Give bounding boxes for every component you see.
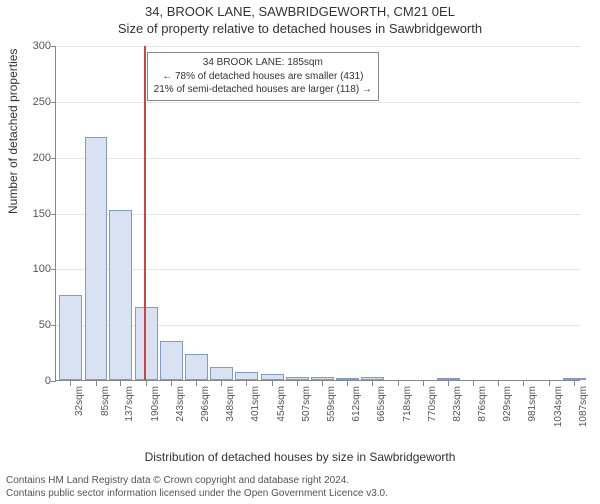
xtick-mark	[96, 381, 97, 386]
xtick-label: 823sqm	[452, 386, 463, 446]
histogram-bar	[59, 295, 82, 380]
histogram-bar	[85, 137, 108, 380]
xtick-mark	[246, 381, 247, 386]
xtick-mark	[423, 381, 424, 386]
xtick-label: 507sqm	[301, 386, 312, 446]
histogram-bar	[235, 372, 258, 380]
xtick-label: 1087sqm	[578, 386, 589, 446]
page-title: 34, BROOK LANE, SAWBRIDGEWORTH, CM21 0EL	[0, 4, 600, 19]
xtick-mark	[146, 381, 147, 386]
xtick-mark	[322, 381, 323, 386]
histogram-bar	[311, 377, 334, 380]
info-box-line: 21% of semi-detached houses are larger (…	[154, 83, 372, 97]
xtick-label: 981sqm	[527, 386, 538, 446]
ytick-label: 0	[18, 375, 51, 387]
histogram-bar	[261, 374, 284, 380]
xtick-label: 559sqm	[326, 386, 337, 446]
xtick-mark	[498, 381, 499, 386]
ytick-label: 250	[18, 96, 51, 108]
ytick-label: 150	[18, 208, 51, 220]
y-axis-label: Number of detached properties	[6, 49, 20, 214]
xtick-label: 454sqm	[276, 386, 287, 446]
xtick-mark	[171, 381, 172, 386]
histogram-bar	[437, 378, 460, 380]
xtick-label: 718sqm	[402, 386, 413, 446]
xtick-mark	[70, 381, 71, 386]
page-subtitle: Size of property relative to detached ho…	[0, 21, 600, 36]
xtick-label: 190sqm	[150, 386, 161, 446]
xtick-mark	[196, 381, 197, 386]
xtick-label: 876sqm	[477, 386, 488, 446]
xtick-mark	[523, 381, 524, 386]
plot-area: 05010015020025030034 BROOK LANE: 185sqm←…	[55, 46, 580, 381]
ytick-mark	[51, 158, 56, 159]
xtick-label: 929sqm	[502, 386, 513, 446]
xtick-mark	[272, 381, 273, 386]
ytick-label: 200	[18, 152, 51, 164]
xtick-mark	[372, 381, 373, 386]
xtick-mark	[448, 381, 449, 386]
histogram-bar	[109, 210, 132, 380]
ytick-mark	[51, 46, 56, 47]
xtick-mark	[473, 381, 474, 386]
xtick-label: 348sqm	[225, 386, 236, 446]
histogram-bar	[210, 367, 233, 380]
histogram-bar	[185, 354, 208, 380]
xtick-mark	[347, 381, 348, 386]
x-axis-label: Distribution of detached houses by size …	[0, 450, 600, 464]
histogram-bar	[286, 377, 309, 380]
xtick-mark	[549, 381, 550, 386]
ytick-mark	[51, 269, 56, 270]
info-box-line: ← 78% of detached houses are smaller (43…	[154, 70, 372, 84]
xtick-label: 401sqm	[250, 386, 261, 446]
xtick-label: 243sqm	[175, 386, 186, 446]
xtick-label: 85sqm	[100, 386, 111, 446]
xtick-label: 137sqm	[124, 386, 135, 446]
histogram-bar	[160, 341, 183, 380]
info-box-line: 34 BROOK LANE: 185sqm	[154, 56, 372, 70]
xtick-label: 1034sqm	[553, 386, 564, 446]
histogram-bar	[361, 377, 384, 380]
xtick-label: 296sqm	[200, 386, 211, 446]
ytick-label: 300	[18, 40, 51, 52]
ytick-mark	[51, 381, 56, 382]
gridline-h	[56, 214, 581, 215]
gridline-h	[56, 269, 581, 270]
footer-line-2: Contains public sector information licen…	[6, 487, 388, 500]
ytick-label: 100	[18, 263, 51, 275]
chart-container: 05010015020025030034 BROOK LANE: 185sqm←…	[55, 46, 580, 406]
histogram-bar	[336, 378, 359, 380]
xtick-mark	[120, 381, 121, 386]
xtick-mark	[221, 381, 222, 386]
gridline-h	[56, 46, 581, 47]
xtick-label: 612sqm	[351, 386, 362, 446]
ytick-mark	[51, 325, 56, 326]
xtick-label: 665sqm	[376, 386, 387, 446]
xtick-mark	[297, 381, 298, 386]
xtick-label: 32sqm	[74, 386, 85, 446]
info-box: 34 BROOK LANE: 185sqm← 78% of detached h…	[147, 52, 379, 101]
xtick-mark	[398, 381, 399, 386]
xtick-label: 770sqm	[427, 386, 438, 446]
histogram-bar	[563, 378, 586, 380]
gridline-h	[56, 102, 581, 103]
xtick-mark	[574, 381, 575, 386]
footer-attribution: Contains HM Land Registry data © Crown c…	[6, 474, 388, 500]
footer-line-1: Contains HM Land Registry data © Crown c…	[6, 474, 388, 487]
ytick-mark	[51, 214, 56, 215]
ytick-label: 50	[18, 319, 51, 331]
gridline-h	[56, 158, 581, 159]
ytick-mark	[51, 102, 56, 103]
